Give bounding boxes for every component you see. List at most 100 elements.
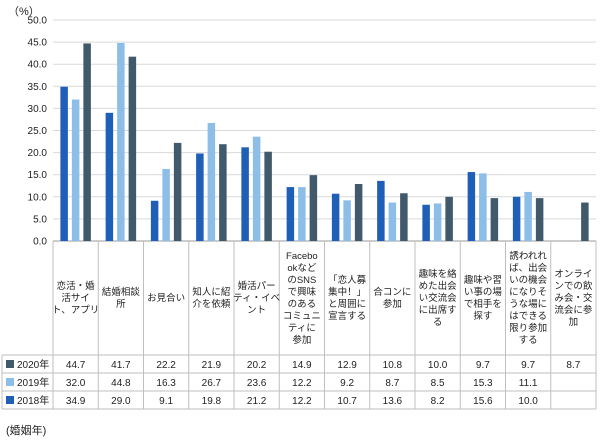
- y-tick-label: 35.0: [28, 82, 48, 93]
- data-label: 8.2: [431, 396, 445, 407]
- data-label: 9.7: [476, 360, 490, 371]
- y-tick-label: 10.0: [28, 192, 48, 203]
- data-label: 10.8: [383, 360, 403, 371]
- data-table: 2020年 44.7 41.7 22.2 21.9 20.2 14.9 12.9 10.8 10.…: [1, 354, 596, 410]
- gridlines: [53, 19, 596, 242]
- data-label: 10.7: [337, 396, 357, 407]
- bar: [173, 142, 182, 241]
- bar: [512, 196, 521, 241]
- category-label: 合コンに参加: [373, 286, 411, 310]
- bars: [60, 42, 589, 242]
- bar: [331, 193, 340, 241]
- bar: [83, 43, 91, 242]
- bar: [581, 202, 589, 241]
- y-tick-label: 20.0: [28, 148, 48, 159]
- bar: [445, 196, 453, 241]
- bar: [400, 193, 408, 241]
- bar: [150, 200, 159, 241]
- data-label: 15.3: [473, 378, 493, 389]
- category-label: お見合い: [147, 292, 185, 304]
- data-label: 9.1: [159, 396, 173, 407]
- category-label: 趣味や習い事の場で相手を探す: [464, 274, 503, 322]
- data-label: 8.7: [566, 360, 580, 371]
- data-label: 41.7: [111, 360, 131, 371]
- bar: [105, 112, 114, 241]
- y-tick-label: 40.0: [28, 60, 48, 71]
- bar: [377, 180, 385, 241]
- category-label: 恋活・婚活サイト、アプリ: [52, 280, 99, 316]
- data-label: 12.9: [337, 360, 357, 371]
- bar: [298, 187, 306, 241]
- bar: [117, 42, 125, 241]
- category-label: Facebo okなどのSNS で興味のあるコミュニティに参加: [283, 251, 321, 346]
- data-label: 14.9: [292, 360, 312, 371]
- bar: [162, 168, 170, 241]
- bar: [467, 172, 476, 241]
- legend-label: 2020年: [17, 358, 49, 371]
- data-label: 34.9: [66, 396, 86, 407]
- bar: [128, 56, 137, 241]
- data-label: 12.2: [292, 396, 312, 407]
- y-tick-label: 45.0: [28, 38, 48, 49]
- data-label: 19.8: [202, 396, 222, 407]
- bar: [196, 153, 204, 241]
- bar: [309, 175, 318, 241]
- data-label: 29.0: [111, 396, 131, 407]
- data-label: 26.7: [202, 378, 222, 389]
- data-label: 9.2: [340, 378, 354, 389]
- unit-label: （%）: [8, 5, 40, 18]
- bar: [252, 136, 261, 241]
- data-label: 8.5: [431, 378, 445, 389]
- y-tick-label: 0.0: [33, 237, 47, 248]
- category-label: 結婚相談所: [102, 286, 141, 310]
- bar: [433, 203, 442, 241]
- category-label: 趣味を絡めた出会い交流会に出席する: [419, 268, 458, 328]
- data-label: 11.1: [519, 378, 538, 389]
- y-tick-label: 15.0: [28, 170, 48, 181]
- category-label: 「恋人募集中！」と周囲に宣言する: [328, 274, 367, 322]
- data-label: 21.2: [247, 396, 267, 407]
- data-label: 13.6: [383, 396, 403, 407]
- data-label: 44.7: [66, 360, 86, 371]
- bar: [343, 200, 351, 241]
- data-label: 16.3: [156, 378, 176, 389]
- footnote: (婚姻年): [6, 425, 47, 437]
- y-axis-ticks: 0.0 5.0 10.0 15.0 20.0 25.0 30.0 35.0 40.0 45.0 50…: [28, 16, 48, 248]
- bar: [490, 198, 499, 241]
- y-tick-label: 25.0: [28, 126, 48, 137]
- data-label: 9.7: [521, 360, 535, 371]
- legend-label: 2018年: [17, 394, 49, 407]
- bar: [422, 204, 430, 241]
- data-label: 12.2: [292, 378, 312, 389]
- data-label: 22.2: [156, 360, 176, 371]
- data-label: 32.0: [66, 378, 86, 389]
- bar: [524, 191, 532, 241]
- category-label: 誘われれば、出会いの機会になりそうな場にはできる限り参加する: [509, 250, 548, 346]
- data-label: 10.0: [428, 360, 448, 371]
- bar: [479, 173, 487, 241]
- data-label: 10.0: [518, 396, 538, 407]
- data-label: 8.7: [385, 378, 399, 389]
- bar: [241, 147, 249, 241]
- bar: [207, 122, 216, 241]
- data-label: 15.6: [473, 396, 493, 407]
- category-label: 婚活パーティ・イベント: [233, 280, 280, 316]
- bar: [264, 151, 272, 241]
- bar: [219, 144, 227, 241]
- bar: [286, 187, 295, 241]
- legend-swatch: [6, 378, 14, 386]
- bar: [388, 202, 397, 241]
- legend-swatch: [6, 396, 14, 404]
- data-label: 21.9: [202, 360, 222, 371]
- bar: [354, 183, 363, 241]
- category-labels: 恋活・婚活サイト、アプリ結婚相談所お見合い知人に紹介を依頼婚活パーティ・イベント…: [52, 241, 597, 409]
- data-label: 20.2: [247, 360, 267, 371]
- y-tick-label: 30.0: [28, 104, 48, 115]
- legend-swatch: [6, 360, 14, 368]
- bar: [71, 99, 80, 241]
- y-tick-label: 50.0: [28, 16, 48, 27]
- data-label: 23.6: [247, 378, 267, 389]
- bar: [60, 86, 68, 241]
- category-label: 知人に紹介を依頼: [192, 286, 231, 310]
